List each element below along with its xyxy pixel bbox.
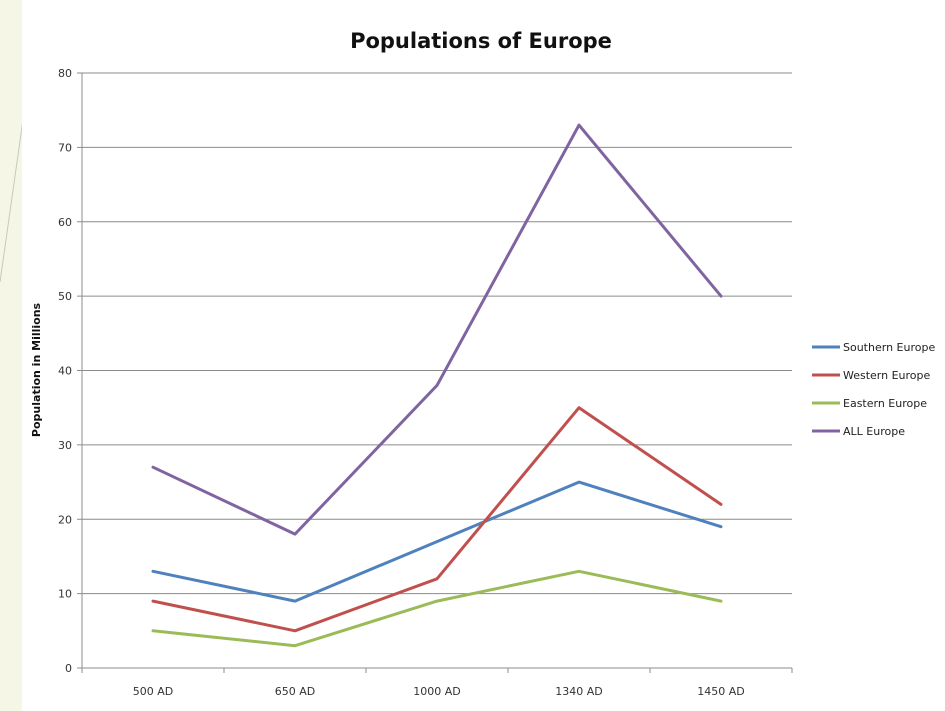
y-tick-label: 10 (58, 588, 72, 601)
y-tick-label: 50 (58, 290, 72, 303)
x-tick-label: 1450 AD (697, 685, 745, 698)
y-tick-label: 30 (58, 439, 72, 452)
legend-label: Eastern Europe (843, 397, 927, 410)
y-tick-label: 70 (58, 141, 72, 154)
legend-label: ALL Europe (843, 425, 905, 438)
y-tick-label: 40 (58, 365, 72, 378)
series-lines (151, 123, 723, 648)
y-tick-label: 0 (65, 662, 72, 675)
x-tick-label: 500 AD (133, 685, 174, 698)
legend: Southern Europe Western Europe Eastern Eur… (812, 341, 935, 438)
series-line-all-europe (151, 123, 723, 536)
y-tick-label: 20 (58, 513, 72, 526)
x-tick-label: 1340 AD (555, 685, 603, 698)
gridlines (82, 72, 792, 595)
y-axis-title: Population in Millions (30, 302, 43, 437)
series-line-eastern-europe (151, 569, 723, 648)
y-tick-label: 60 (58, 216, 72, 229)
x-tick-label: 650 AD (275, 685, 316, 698)
legend-label: Western Europe (843, 369, 931, 382)
series-line-southern-europe (151, 480, 723, 603)
series-line-western-europe (151, 406, 723, 633)
legend-label: Southern Europe (843, 341, 935, 354)
chart-title: Populations of Europe (350, 29, 612, 53)
axes (77, 72, 793, 673)
y-tick-labels: 0 10 20 30 40 50 60 70 80 (58, 67, 72, 675)
x-tick-label: 1000 AD (413, 685, 461, 698)
chart-background (22, 0, 945, 711)
x-tick-labels: 500 AD 650 AD 1000 AD 1340 AD 1450 AD (133, 685, 745, 698)
y-tick-label: 80 (58, 67, 72, 80)
